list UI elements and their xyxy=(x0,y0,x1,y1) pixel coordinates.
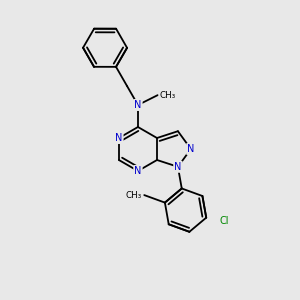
Text: N: N xyxy=(174,162,182,172)
Text: N: N xyxy=(134,100,142,110)
Text: N: N xyxy=(187,144,194,154)
Text: N: N xyxy=(134,166,142,176)
Text: CH₃: CH₃ xyxy=(160,91,176,100)
Text: Cl: Cl xyxy=(220,216,229,226)
Text: CH₃: CH₃ xyxy=(126,190,142,200)
Text: N: N xyxy=(115,133,123,143)
